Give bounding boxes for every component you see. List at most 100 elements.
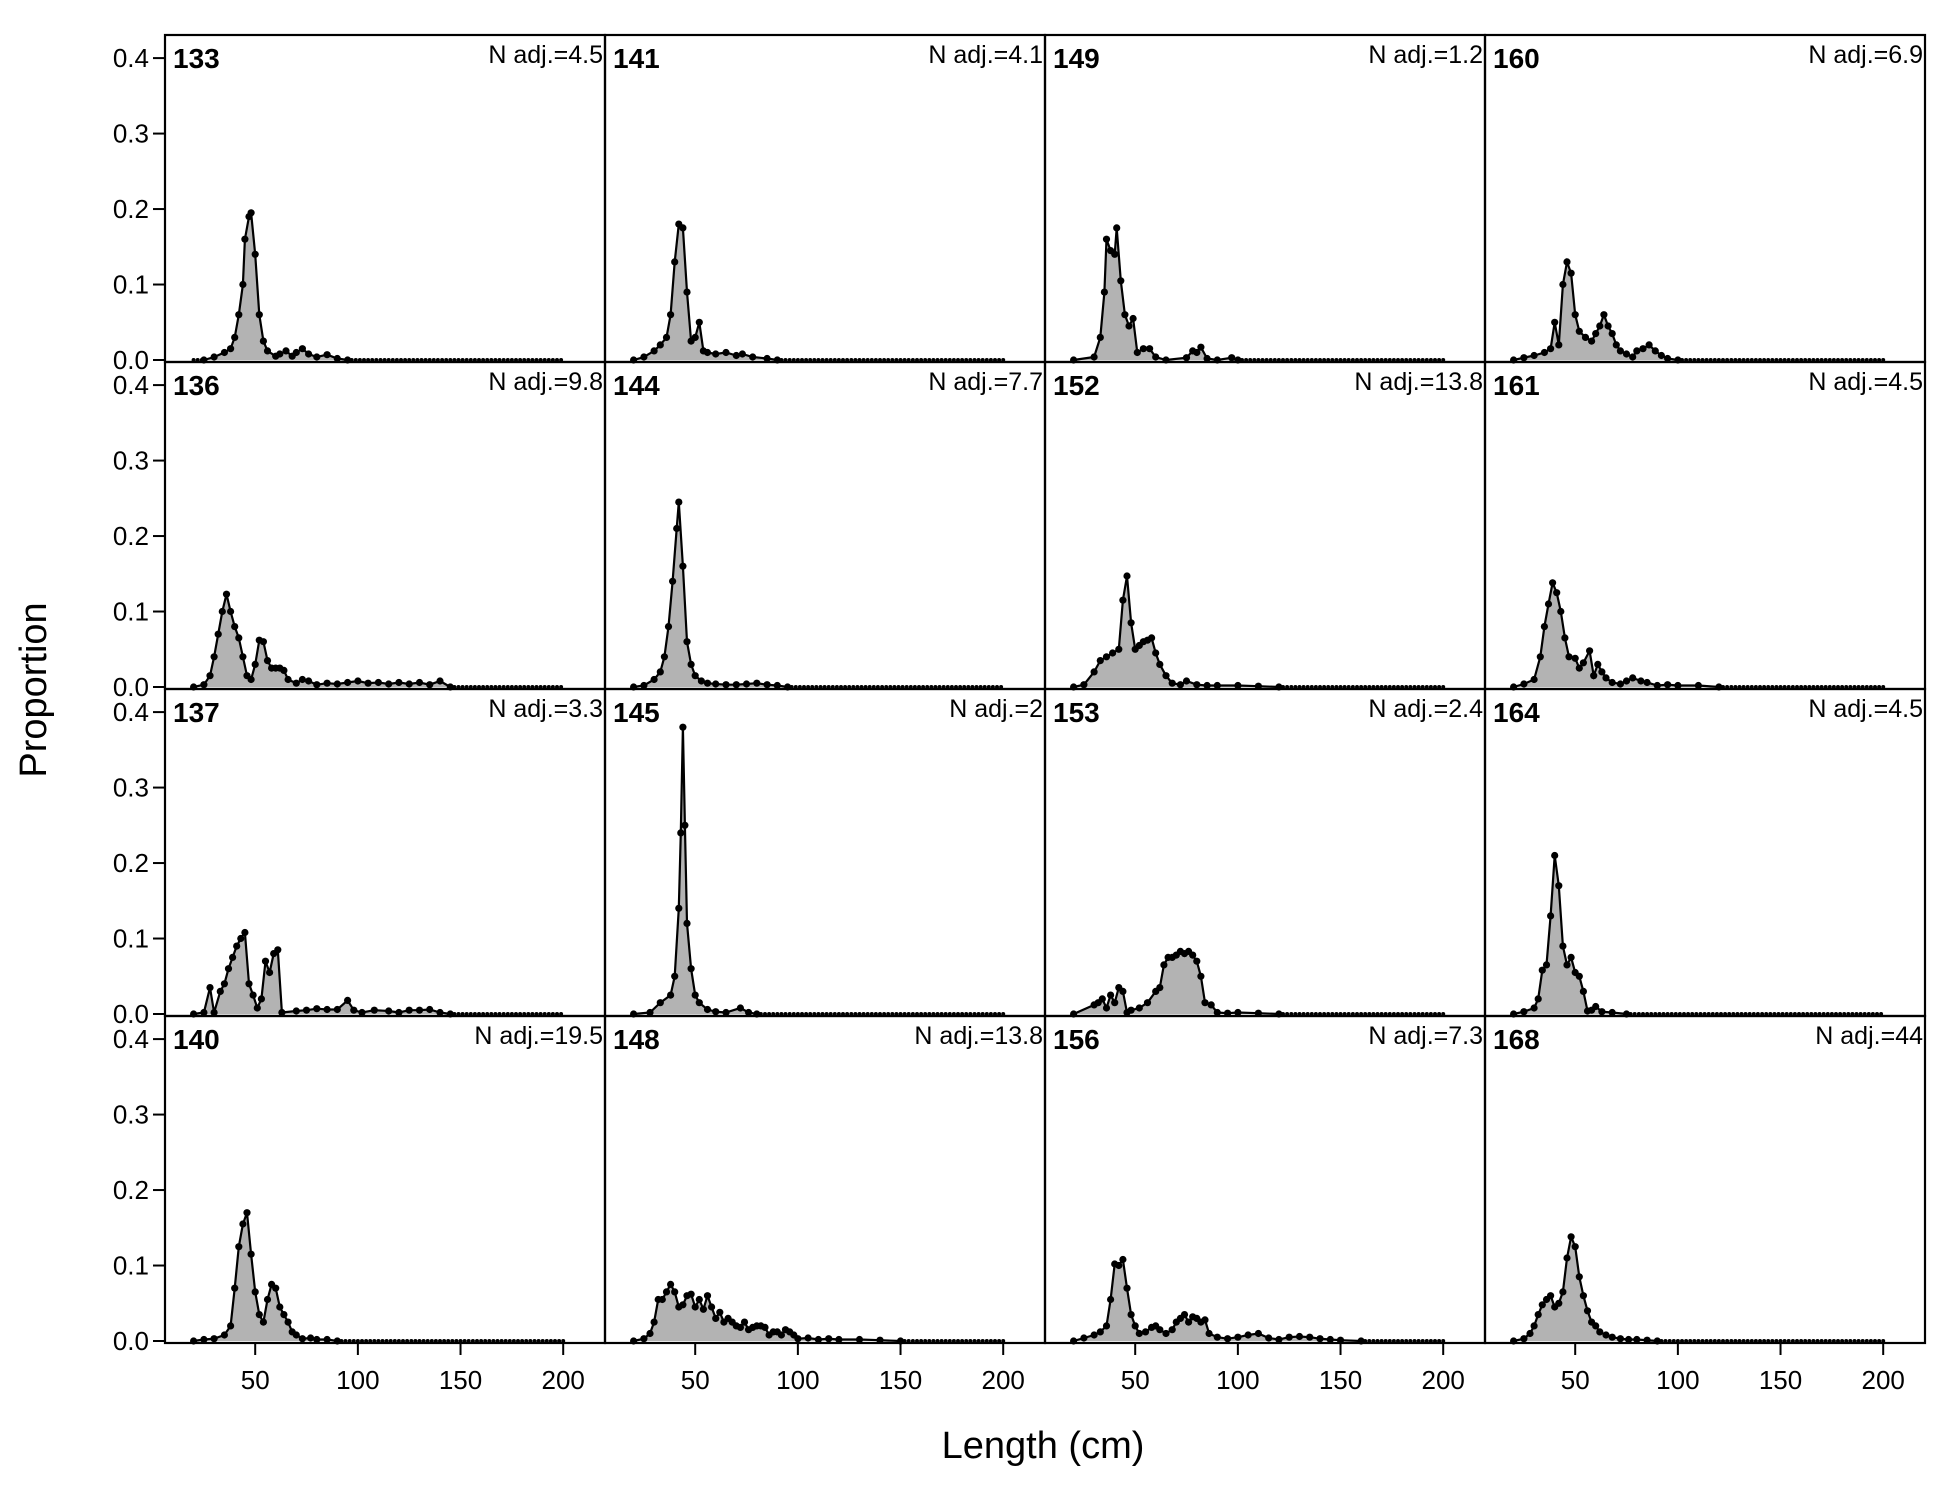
- area-fill: [1513, 855, 1627, 1014]
- data-point: [697, 677, 706, 685]
- data-point: [1207, 1001, 1215, 1009]
- data-point: [333, 1005, 341, 1014]
- data-point: [640, 1335, 648, 1343]
- data-point: [1100, 288, 1108, 296]
- data-point: [354, 677, 362, 685]
- panel-frame: [163, 33, 607, 364]
- data-point: [1152, 649, 1160, 657]
- y-tick-label: 0.3: [113, 446, 149, 476]
- data-point: [738, 350, 747, 358]
- data-point: [206, 672, 214, 680]
- data-point: [773, 681, 781, 690]
- data-point: [1563, 1254, 1571, 1262]
- panel-160: 160 N adj.=6.9: [1483, 33, 1927, 364]
- panel-id-label: 144: [613, 370, 660, 401]
- area-fill: [1073, 227, 1238, 360]
- panel-id-label: 160: [1493, 43, 1540, 74]
- data-point: [732, 351, 740, 360]
- data-point: [1224, 1335, 1232, 1343]
- data-point: [712, 680, 720, 688]
- data-point: [1213, 1333, 1221, 1341]
- panel-137: 137 N adj.=3.3 0.0 0.1 0.2 0.3 0.4: [113, 687, 607, 1029]
- data-point: [1534, 1311, 1542, 1319]
- data-point: [1639, 345, 1647, 353]
- data-point: [1146, 345, 1154, 353]
- data-point: [1586, 647, 1594, 655]
- data-point: [358, 1008, 366, 1017]
- data-point: [210, 1335, 218, 1343]
- data-point: [675, 498, 683, 506]
- panel-149: 149 N adj.=1.2: [1043, 33, 1487, 364]
- data-point: [1583, 1307, 1592, 1315]
- data-point: [1234, 1008, 1242, 1017]
- data-point: [1596, 322, 1604, 330]
- panel-145: 145 N adj.=2: [603, 687, 1047, 1018]
- area-fill: [193, 594, 451, 687]
- data-point: [1113, 224, 1121, 232]
- data-point: [237, 934, 245, 943]
- data-point: [679, 1301, 687, 1309]
- data-point: [777, 1331, 786, 1339]
- data-point: [745, 1008, 753, 1017]
- data-point: [656, 999, 664, 1007]
- data-point: [1127, 1311, 1135, 1319]
- x-tick-label: 100: [1656, 1365, 1699, 1395]
- data-point: [1629, 353, 1637, 361]
- data-point: [239, 280, 247, 289]
- data-point: [1213, 681, 1221, 690]
- panel-id-label: 141: [613, 43, 660, 74]
- data-point: [1160, 961, 1168, 969]
- data-point: [740, 1318, 749, 1326]
- panel-frame: [603, 687, 1047, 1018]
- data-point: [656, 341, 664, 349]
- data-point: [1622, 350, 1631, 358]
- data-point: [247, 675, 255, 684]
- data-point: [1201, 1316, 1209, 1324]
- data-point: [214, 630, 222, 638]
- data-point: [671, 1288, 679, 1296]
- area-fill: [1073, 1259, 1362, 1341]
- data-point: [1567, 269, 1575, 277]
- data-point: [200, 681, 208, 689]
- data-point: [722, 348, 730, 357]
- y-tick-label: 0.3: [113, 773, 149, 803]
- data-point: [1182, 677, 1191, 685]
- data-point: [1156, 660, 1164, 669]
- data-point: [292, 1007, 300, 1015]
- data-point: [405, 1006, 413, 1014]
- data-point: [1193, 681, 1201, 689]
- panel-id-label: 161: [1493, 370, 1540, 401]
- data-point: [282, 347, 290, 355]
- data-point: [1090, 353, 1098, 361]
- y-tick-label: 0.4: [113, 43, 149, 73]
- data-point: [656, 668, 664, 676]
- data-point: [695, 999, 703, 1007]
- data-point: [263, 347, 272, 355]
- n-adj-label: N adj.=4.5: [1808, 368, 1923, 396]
- data-point: [671, 972, 679, 980]
- y-tick-label: 0.2: [113, 1175, 149, 1205]
- data-point: [1135, 1004, 1143, 1012]
- data-point: [395, 1008, 403, 1017]
- data-point: [218, 607, 226, 616]
- series-line: [633, 727, 757, 1016]
- data-point: [1530, 351, 1538, 360]
- data-point: [1563, 258, 1571, 266]
- data-point: [1616, 1335, 1624, 1343]
- data-point: [1295, 1332, 1304, 1341]
- y-axis-title: Proportion: [13, 602, 55, 777]
- data-point: [825, 1335, 833, 1343]
- series-line: [633, 502, 788, 689]
- data-point: [1598, 1008, 1606, 1016]
- data-point: [1156, 984, 1164, 992]
- data-point: [255, 1311, 263, 1319]
- data-point: [1107, 991, 1115, 999]
- data-point: [742, 680, 751, 688]
- data-point: [695, 318, 703, 326]
- panel-136: 136 N adj.=9.8 0.0 0.1 0.2 0.3 0.4: [113, 360, 607, 702]
- data-point: [667, 1280, 675, 1288]
- data-point: [675, 904, 683, 912]
- data-point: [1125, 322, 1133, 330]
- data-point: [691, 333, 699, 341]
- panel-id-label: 164: [1493, 697, 1540, 728]
